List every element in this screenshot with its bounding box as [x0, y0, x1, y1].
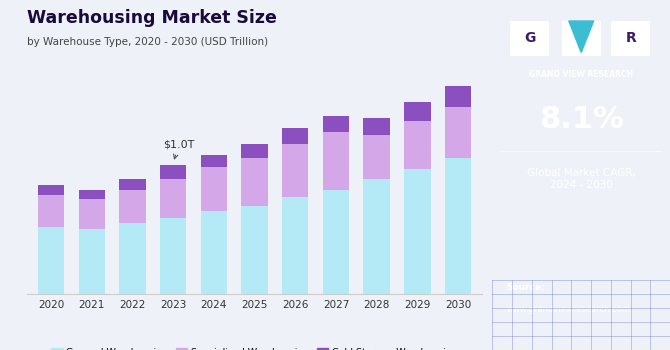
- Bar: [241, 206, 268, 294]
- Text: Warehousing Market Size: Warehousing Market Size: [27, 9, 277, 27]
- Bar: [78, 229, 105, 294]
- Bar: [201, 211, 227, 294]
- Bar: [404, 121, 431, 169]
- Bar: [363, 180, 390, 294]
- Bar: [241, 158, 268, 206]
- Bar: [241, 144, 268, 158]
- Bar: [445, 86, 471, 107]
- Bar: [38, 195, 64, 227]
- Bar: [201, 155, 227, 167]
- Bar: [38, 185, 64, 195]
- Bar: [445, 158, 471, 294]
- Bar: [363, 118, 390, 135]
- Text: Global Market CAGR,
2024 - 2030: Global Market CAGR, 2024 - 2030: [527, 168, 636, 190]
- Bar: [404, 102, 431, 121]
- FancyBboxPatch shape: [511, 21, 549, 56]
- Bar: [160, 218, 186, 294]
- Bar: [282, 128, 308, 144]
- Bar: [78, 199, 105, 229]
- Bar: [160, 180, 186, 218]
- Bar: [445, 107, 471, 158]
- Bar: [323, 190, 349, 294]
- Bar: [38, 227, 64, 294]
- Bar: [119, 180, 146, 190]
- Bar: [119, 224, 146, 294]
- Text: $1.0T: $1.0T: [163, 140, 194, 159]
- Bar: [160, 165, 186, 180]
- Text: Source:: Source:: [507, 284, 545, 293]
- Bar: [78, 190, 105, 199]
- Text: G: G: [524, 32, 535, 46]
- Bar: [201, 167, 227, 211]
- Legend: General Warehousing, Specialized Warehousing, Cold Storage Warehousing: General Warehousing, Specialized Warehou…: [48, 344, 462, 350]
- Bar: [282, 144, 308, 197]
- Bar: [323, 132, 349, 190]
- Text: www.grandviewresearch.com: www.grandviewresearch.com: [507, 304, 630, 314]
- Bar: [323, 116, 349, 132]
- Text: R: R: [626, 32, 636, 46]
- Polygon shape: [569, 21, 594, 52]
- Bar: [119, 190, 146, 224]
- Bar: [363, 135, 390, 180]
- Bar: [404, 169, 431, 294]
- FancyBboxPatch shape: [561, 21, 601, 56]
- Text: 8.1%: 8.1%: [539, 105, 624, 134]
- Text: GRAND VIEW RESEARCH: GRAND VIEW RESEARCH: [529, 70, 633, 79]
- FancyBboxPatch shape: [612, 21, 651, 56]
- Text: by Warehouse Type, 2020 - 2030 (USD Trillion): by Warehouse Type, 2020 - 2030 (USD Tril…: [27, 37, 268, 47]
- Bar: [282, 197, 308, 294]
